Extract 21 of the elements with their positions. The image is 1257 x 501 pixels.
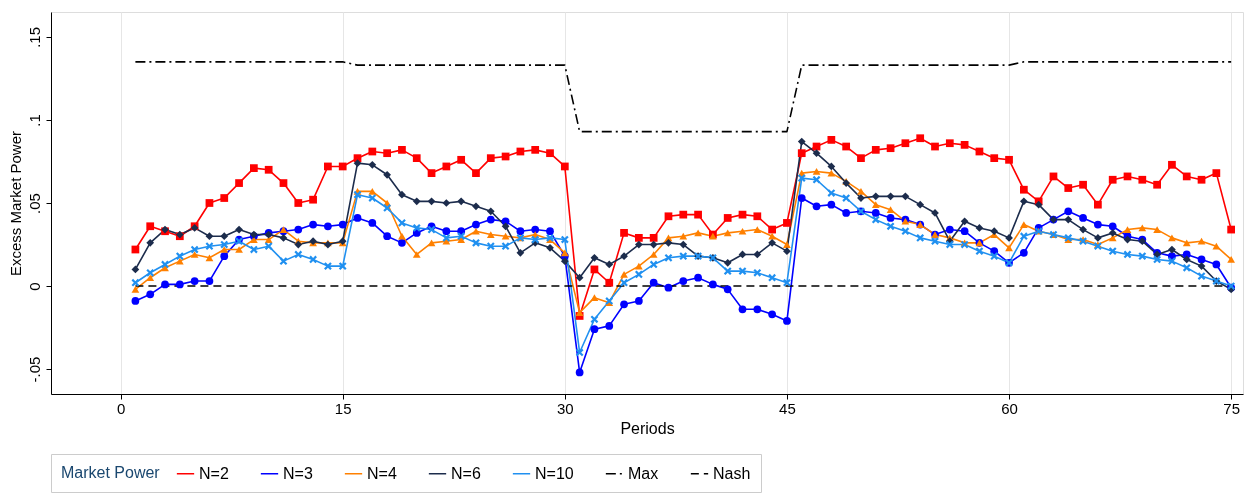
x-tick-label: 45 [779,399,796,417]
legend-label: N=2 [199,464,229,482]
legend-label: Max [628,464,659,482]
legend-label: N=6 [451,464,481,482]
y-tick-label: -.05 [25,356,43,383]
legend-title: Market Power [61,464,161,481]
legend-label: N=10 [535,464,574,482]
x-tick-label: 0 [116,399,126,417]
x-tick-label: 30 [556,399,574,417]
y-tick-label: 0 [25,282,43,291]
y-tick-label: .05 [25,193,43,214]
x-tick-label: 75 [1223,399,1240,417]
y-tick-label: .15 [25,26,43,48]
x-axis-title: Periods [620,419,675,437]
legend-label: Nash [713,464,751,482]
x-tick-label: 60 [1001,399,1018,417]
legend-label: N=4 [367,464,397,482]
legend-label: N=3 [283,464,313,482]
x-tick-label: 15 [334,399,352,417]
y-axis-title: Excess Market Power [6,130,24,277]
y-tick-label: .1 [25,114,43,127]
